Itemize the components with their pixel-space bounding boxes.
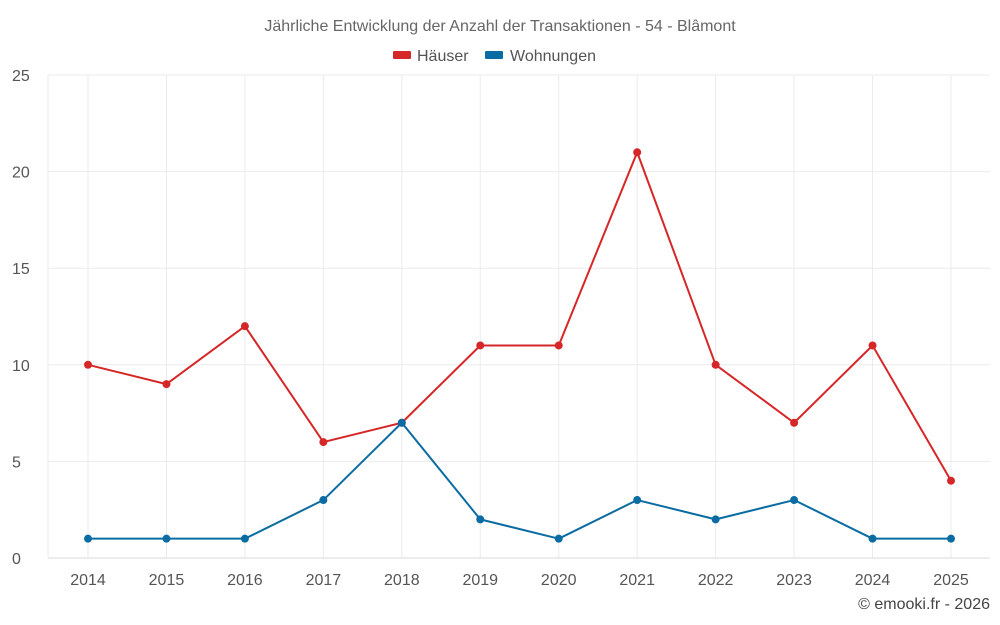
data-point[interactable] xyxy=(633,148,642,157)
data-point[interactable] xyxy=(162,534,171,543)
series-wohnungen xyxy=(84,418,955,543)
y-tick-label: 25 xyxy=(12,68,30,85)
x-tick-label: 2024 xyxy=(855,572,891,589)
legend-swatch-wohnungen[interactable] xyxy=(485,51,503,59)
data-point[interactable] xyxy=(633,496,642,505)
data-point[interactable] xyxy=(711,360,720,369)
data-point[interactable] xyxy=(397,418,406,427)
data-point[interactable] xyxy=(790,418,799,427)
x-tick-label: 2021 xyxy=(619,572,655,589)
data-point[interactable] xyxy=(476,515,485,524)
data-point[interactable] xyxy=(554,534,563,543)
data-point[interactable] xyxy=(790,496,799,505)
y-tick-label: 0 xyxy=(12,551,21,568)
series-haeuser xyxy=(84,148,955,485)
x-tick-label: 2025 xyxy=(933,572,969,589)
data-point[interactable] xyxy=(947,534,955,543)
legend-label-haeuser[interactable]: Häuser xyxy=(417,48,469,65)
x-tick-label: 2023 xyxy=(776,572,812,589)
series-line xyxy=(87,151,952,482)
data-point[interactable] xyxy=(240,534,249,543)
credit-text: © emooki.fr - 2026 xyxy=(858,596,990,613)
x-tick-label: 2016 xyxy=(227,572,263,589)
data-point[interactable] xyxy=(947,476,955,485)
data-point[interactable] xyxy=(84,534,92,543)
y-tick-label: 20 xyxy=(12,165,30,182)
data-point[interactable] xyxy=(162,380,171,389)
data-point[interactable] xyxy=(711,515,720,524)
legend-label-wohnungen[interactable]: Wohnungen xyxy=(510,48,596,65)
data-point[interactable] xyxy=(319,438,328,447)
data-point[interactable] xyxy=(476,341,485,350)
x-tick-label: 2018 xyxy=(384,572,420,589)
legend-swatch-haeuser[interactable] xyxy=(393,51,411,59)
chart-title: Jährliche Entwicklung der Anzahl der Tra… xyxy=(264,18,736,35)
x-tick-label: 2019 xyxy=(462,572,498,589)
grid xyxy=(48,74,990,558)
x-tick-label: 2014 xyxy=(70,572,106,589)
data-point[interactable] xyxy=(240,322,249,331)
series-line xyxy=(88,421,951,540)
data-point[interactable] xyxy=(868,341,877,350)
series-group xyxy=(84,148,955,543)
x-tick-label: 2022 xyxy=(698,572,734,589)
x-tick-label: 2015 xyxy=(149,572,185,589)
y-tick-label: 5 xyxy=(12,454,21,471)
x-tick-label: 2017 xyxy=(306,572,342,589)
data-point[interactable] xyxy=(868,534,877,543)
data-point[interactable] xyxy=(319,496,328,505)
y-tick-label: 10 xyxy=(12,358,30,375)
legend[interactable]: Häuser Wohnungen xyxy=(393,48,596,65)
x-tick-label: 2020 xyxy=(541,572,577,589)
data-point[interactable] xyxy=(84,360,92,369)
y-tick-label: 15 xyxy=(12,261,30,278)
data-point[interactable] xyxy=(554,341,563,350)
